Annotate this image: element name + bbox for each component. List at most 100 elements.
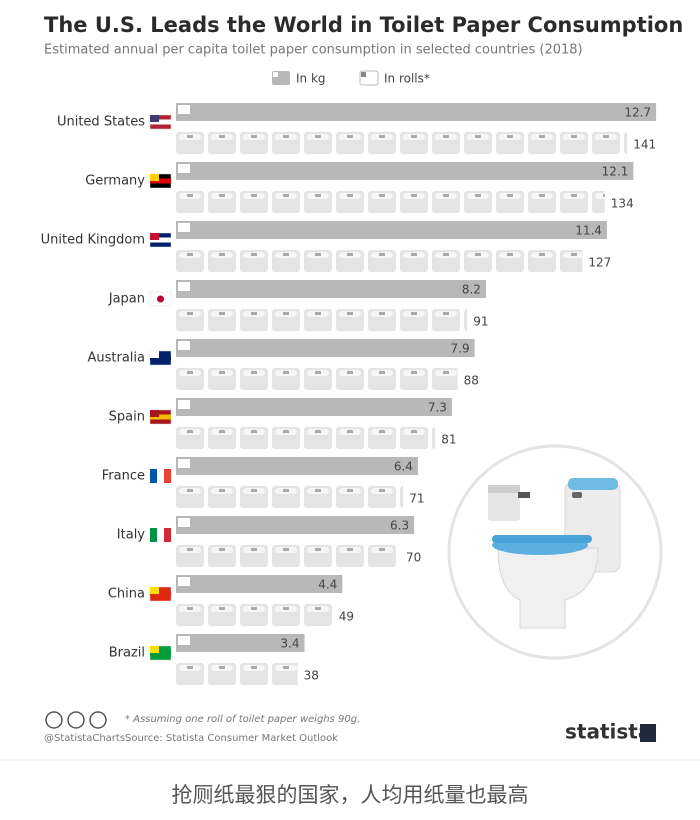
- roll-icon-top: [403, 489, 404, 493]
- rolls-bar: [176, 427, 436, 449]
- kg-bar-icon: [178, 105, 190, 114]
- roll-icon-core: [443, 194, 449, 197]
- rolls-bar: [176, 486, 404, 508]
- kg-bar-icon: [178, 577, 190, 586]
- flag: [150, 119, 171, 125]
- rolls-bar: [176, 368, 458, 390]
- roll-icon-core: [379, 194, 385, 197]
- rolls-value-label: 91: [473, 315, 488, 329]
- kg-bar: [176, 575, 343, 593]
- roll-icon-core: [347, 371, 353, 374]
- roll-icon-core: [315, 135, 321, 138]
- roll-icon-core: [219, 548, 225, 551]
- roll-icon-core: [283, 489, 289, 492]
- roll-icon-core: [571, 194, 577, 197]
- roll-icon-core: [379, 371, 385, 374]
- roll-icon-core: [507, 135, 513, 138]
- roll-icon-core: [251, 548, 257, 551]
- roll-icon-core: [443, 312, 449, 315]
- flag: [150, 351, 159, 358]
- source: Source: Statista Consumer Market Outlook: [125, 733, 338, 744]
- category-label: United States: [57, 115, 145, 130]
- roll-icon-core: [251, 312, 257, 315]
- legend-label: In kg: [296, 72, 326, 86]
- category-label: Japan: [108, 292, 145, 307]
- rolls-bar: [176, 545, 396, 567]
- roll-icon-core: [251, 666, 257, 669]
- kg-bar: [176, 339, 475, 357]
- roll-icon-core: [187, 489, 193, 492]
- flag: [157, 528, 164, 542]
- roll-icon-core: [251, 371, 257, 374]
- roll-icon: [432, 427, 436, 449]
- kg-bar: [176, 280, 486, 298]
- roll-icon-core: [475, 253, 481, 256]
- rolls-bar: [176, 132, 628, 154]
- roll-icon-core: [283, 430, 289, 433]
- roll-icon-core: [251, 607, 257, 610]
- roll-icon-top: [435, 430, 436, 434]
- roll-icon-core: [187, 548, 193, 551]
- roll-icon-core: [443, 135, 449, 138]
- roll-icon-core: [219, 430, 225, 433]
- roll-icon-core: [315, 548, 321, 551]
- roll-icon-core: [443, 371, 449, 374]
- caption: 抢厕纸最狠的国家，人均用纸量也最高: [172, 783, 529, 807]
- roll-icon-core: [219, 607, 225, 610]
- illustration: [447, 444, 663, 660]
- roll-icon-core: [443, 253, 449, 256]
- roll-icon-core: [283, 194, 289, 197]
- kg-bar: [176, 516, 415, 534]
- flag: [150, 233, 159, 240]
- roll-icon-core: [411, 312, 417, 315]
- roll-icon-core: [219, 312, 225, 315]
- rolls-value-label: 88: [464, 374, 479, 388]
- roll-icon-core: [379, 430, 385, 433]
- kg-bar-icon: [178, 459, 190, 468]
- rolls-value-label: 127: [588, 256, 611, 270]
- roll-icon-core: [347, 194, 353, 197]
- flag: [150, 469, 157, 483]
- roll-icon-top: [595, 193, 605, 199]
- roll-icon-core: [187, 430, 193, 433]
- roll-icon-core: [379, 548, 385, 551]
- cc-icons: [45, 711, 107, 729]
- roll-icon-core: [475, 135, 481, 138]
- roll-icon-core: [187, 253, 193, 256]
- roll-icon-core: [507, 194, 513, 197]
- roll-icon-core: [283, 312, 289, 315]
- rolls-value-label: 134: [611, 197, 634, 211]
- flag: [150, 414, 171, 420]
- rolls-value-label: 71: [409, 492, 424, 506]
- flag: [150, 650, 171, 656]
- flag: [150, 591, 171, 597]
- roll-icon-core: [411, 430, 417, 433]
- kg-value-label: 8.2: [462, 283, 481, 297]
- roll-icon-core: [219, 489, 225, 492]
- roll-icon-core: [539, 135, 545, 138]
- roll-icon-core: [219, 371, 225, 374]
- roll-icon: [464, 309, 468, 331]
- flag: [157, 469, 164, 483]
- kg-value-label: 6.3: [390, 519, 409, 533]
- category-label: Brazil: [109, 646, 145, 661]
- roll-icon-core: [347, 489, 353, 492]
- footnote: * Assuming one roll of toilet paper weig…: [125, 714, 360, 725]
- kg-bar: [176, 457, 418, 475]
- roll-icon-core: [379, 253, 385, 256]
- roll-icon-core: [347, 430, 353, 433]
- kg-bar-icon: [178, 518, 190, 527]
- roll-icon-core: [411, 253, 417, 256]
- rolls-value-label: 49: [339, 610, 354, 624]
- flag: [150, 115, 159, 122]
- roll-icon-core: [539, 253, 545, 256]
- chart-title: The U.S. Leads the World in Toilet Paper…: [44, 13, 683, 37]
- flag: [150, 587, 159, 594]
- rolls-value-label: 38: [304, 669, 319, 683]
- roll-icon-top: [467, 312, 468, 316]
- kg-bar: [176, 103, 657, 121]
- roll-icon-core: [315, 253, 321, 256]
- roll-icon-core: [539, 194, 545, 197]
- roll-icon-core: [283, 135, 289, 138]
